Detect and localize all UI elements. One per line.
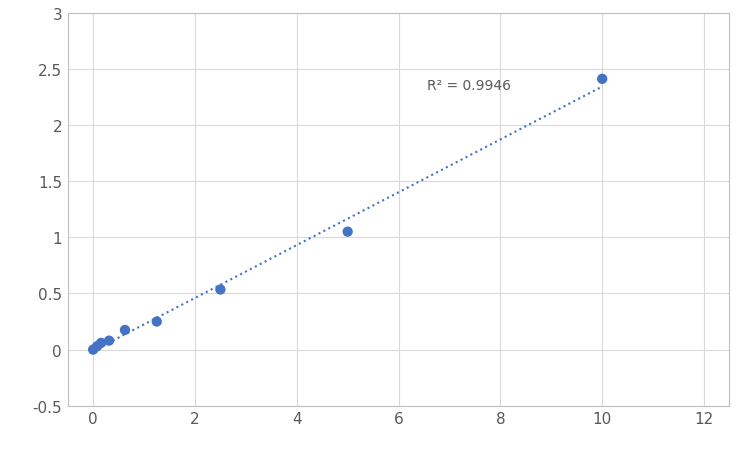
Point — [150, 318, 162, 326]
Text: R² = 0.9946: R² = 0.9946 — [426, 79, 511, 93]
Point — [91, 343, 103, 350]
Point — [119, 327, 131, 334]
Point — [341, 229, 353, 236]
Point — [95, 340, 107, 347]
Point — [103, 337, 115, 345]
Point — [214, 286, 226, 294]
Point — [596, 76, 608, 83]
Point — [87, 346, 99, 354]
